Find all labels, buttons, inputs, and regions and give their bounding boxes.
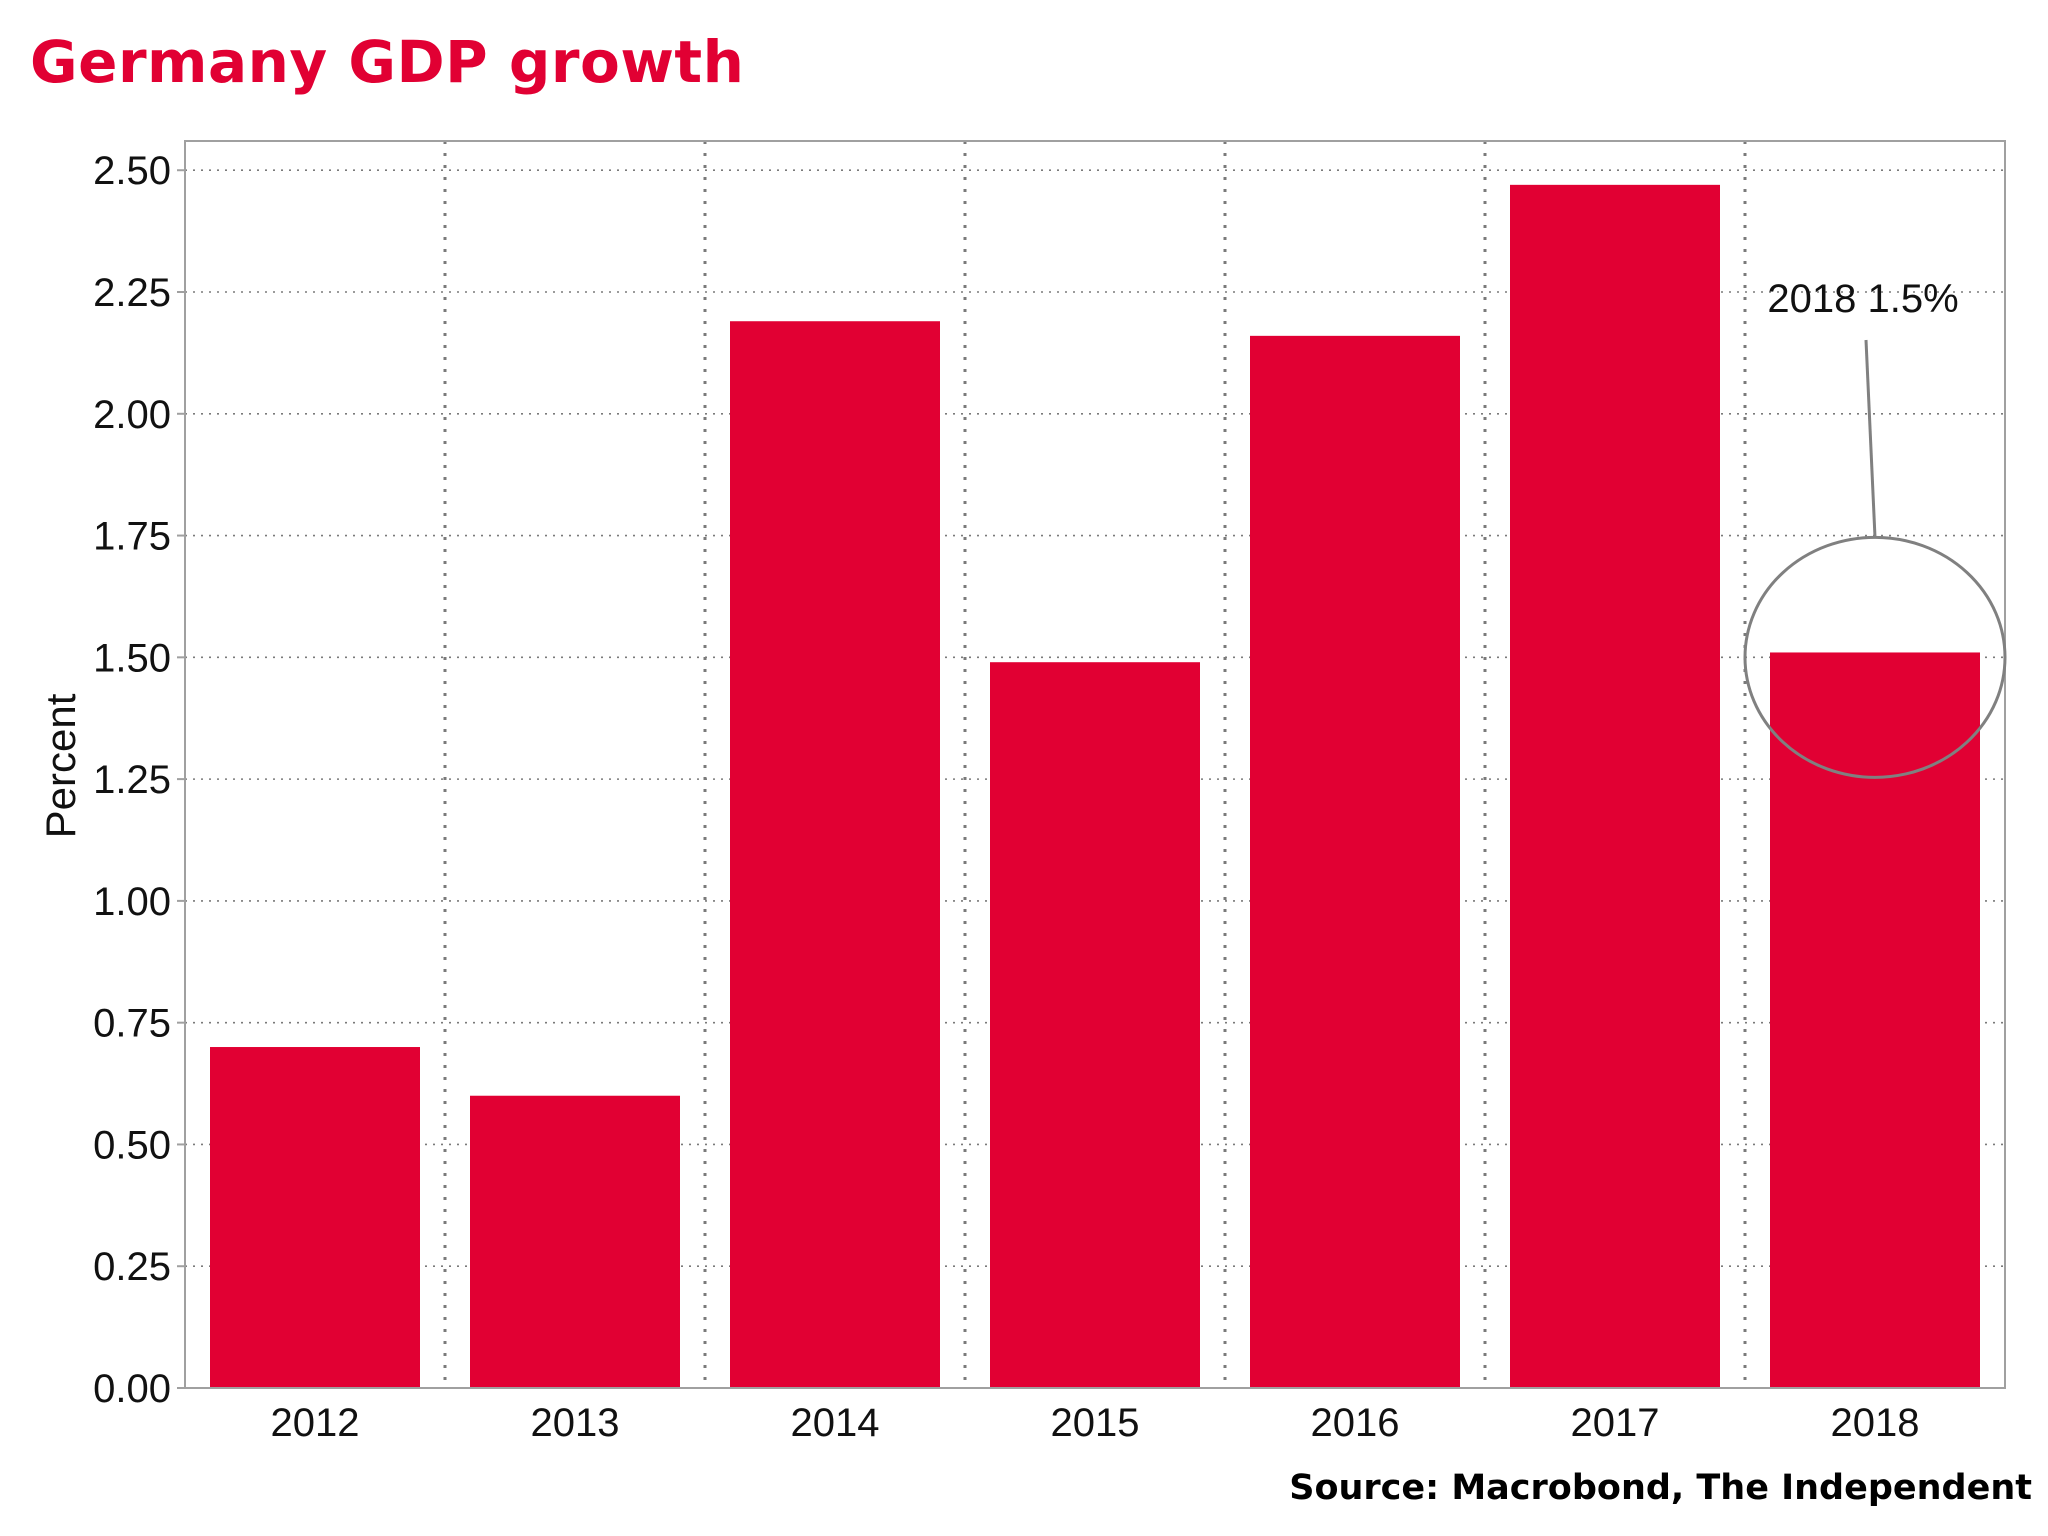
plot-frame bbox=[184, 140, 2006, 1389]
y-tick-label: 1.25 bbox=[93, 758, 171, 802]
y-tick-label: 2.00 bbox=[93, 393, 171, 437]
y-tick-label: 1.00 bbox=[93, 880, 171, 924]
annotation-leader-line bbox=[1864, 339, 1877, 538]
x-tick-label: 2015 bbox=[1051, 1401, 1140, 1445]
bar-2014 bbox=[730, 321, 940, 1388]
x-tick-label: 2018 bbox=[1831, 1401, 1920, 1445]
axis-layer: 0.00 0.25 0.50 0.75 1.00 1.25 1.50 1.75 2.00 2.25… bbox=[93, 149, 1919, 1445]
x-tick-label: 2012 bbox=[271, 1401, 360, 1445]
y-tick-label: 0.25 bbox=[93, 1245, 171, 1289]
bar-2018 bbox=[1770, 652, 1980, 1388]
y-tick-label: 1.50 bbox=[93, 636, 171, 680]
annotation-layer: 2018 1.5% bbox=[1743, 277, 2007, 779]
bar-2013 bbox=[470, 1095, 680, 1388]
y-tick-label: 0.00 bbox=[93, 1367, 171, 1411]
bars-layer bbox=[210, 184, 1980, 1388]
bar-2017 bbox=[1510, 184, 1720, 1388]
bar-2015 bbox=[990, 662, 1200, 1388]
x-tick-label: 2013 bbox=[531, 1401, 620, 1445]
y-tick-label: 1.75 bbox=[93, 515, 171, 559]
y-tick-label: 0.50 bbox=[93, 1123, 171, 1167]
annotation-label: 2018 1.5% bbox=[1767, 277, 1958, 321]
bar-2016 bbox=[1250, 335, 1460, 1388]
y-tick-label: 2.50 bbox=[93, 149, 171, 193]
x-tick-label: 2014 bbox=[791, 1401, 880, 1445]
source-note: Source: Macrobond, The Independent bbox=[1289, 1468, 2032, 1508]
bar-2012 bbox=[210, 1047, 420, 1388]
y-axis-label: Percent bbox=[37, 693, 84, 838]
chart-title: Germany GDP growth bbox=[30, 28, 745, 96]
y-tick-label: 2.25 bbox=[93, 271, 171, 315]
x-tick-label: 2016 bbox=[1311, 1401, 1400, 1445]
y-tick-label: 0.75 bbox=[93, 1002, 171, 1046]
x-tick-label: 2017 bbox=[1571, 1401, 1660, 1445]
